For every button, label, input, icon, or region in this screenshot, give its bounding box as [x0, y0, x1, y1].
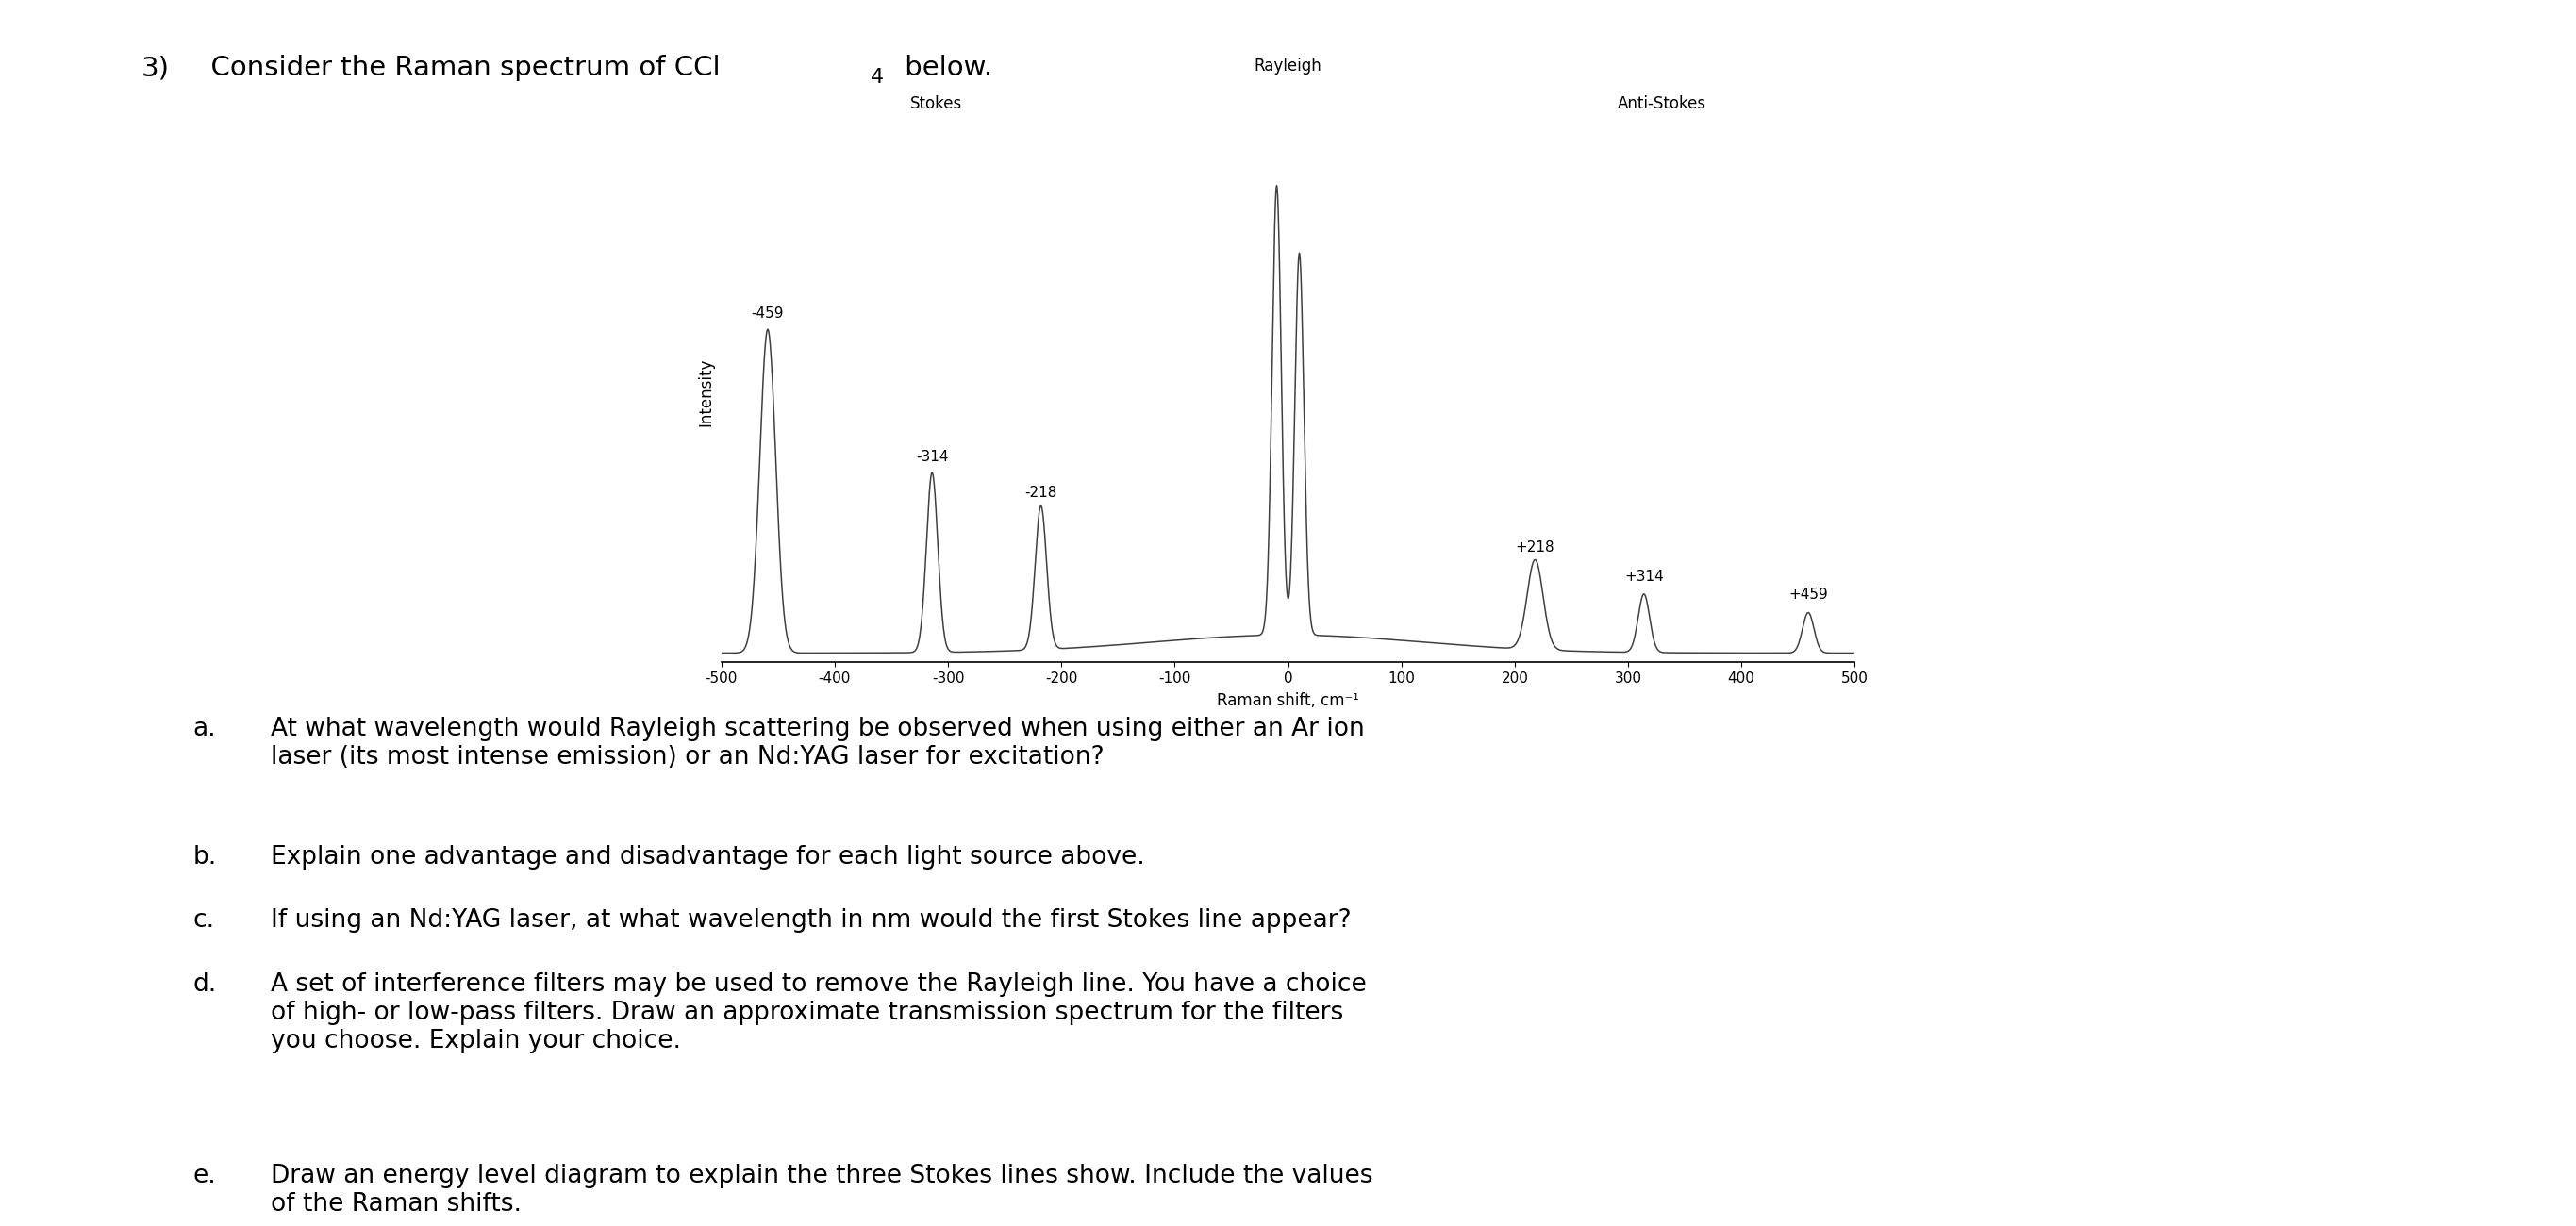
Text: 3): 3)	[142, 55, 170, 82]
Text: e.: e.	[193, 1163, 216, 1188]
Text: Consider the Raman spectrum of CCl: Consider the Raman spectrum of CCl	[193, 55, 721, 82]
Text: b.: b.	[193, 845, 216, 869]
Text: a.: a.	[193, 717, 216, 742]
Text: +459: +459	[1788, 587, 1829, 601]
Text: Rayleigh: Rayleigh	[1255, 58, 1321, 74]
Text: Stokes: Stokes	[909, 94, 963, 112]
Text: +218: +218	[1515, 539, 1556, 554]
Text: A set of interference filters may be used to remove the Rayleigh line. You have : A set of interference filters may be use…	[270, 972, 1365, 1053]
Text: +314: +314	[1625, 569, 1664, 584]
Text: Anti-Stokes: Anti-Stokes	[1618, 94, 1705, 112]
Text: At what wavelength would Rayleigh scattering be observed when using either an Ar: At what wavelength would Rayleigh scatte…	[270, 717, 1365, 770]
Text: below.: below.	[896, 55, 992, 82]
Text: c.: c.	[193, 908, 214, 933]
X-axis label: Raman shift, cm⁻¹: Raman shift, cm⁻¹	[1216, 691, 1360, 709]
Text: -218: -218	[1025, 485, 1056, 500]
Text: If using an Nd:YAG laser, at what wavelength in nm would the first Stokes line a: If using an Nd:YAG laser, at what wavele…	[270, 908, 1350, 933]
Y-axis label: Intensity: Intensity	[698, 358, 714, 427]
Text: Explain one advantage and disadvantage for each light source above.: Explain one advantage and disadvantage f…	[270, 845, 1144, 869]
Text: -314: -314	[917, 450, 948, 465]
Text: -459: -459	[752, 306, 783, 320]
Text: Draw an energy level diagram to explain the three Stokes lines show. Include the: Draw an energy level diagram to explain …	[270, 1163, 1373, 1216]
Text: 4: 4	[871, 67, 884, 86]
Text: d.: d.	[193, 972, 216, 997]
